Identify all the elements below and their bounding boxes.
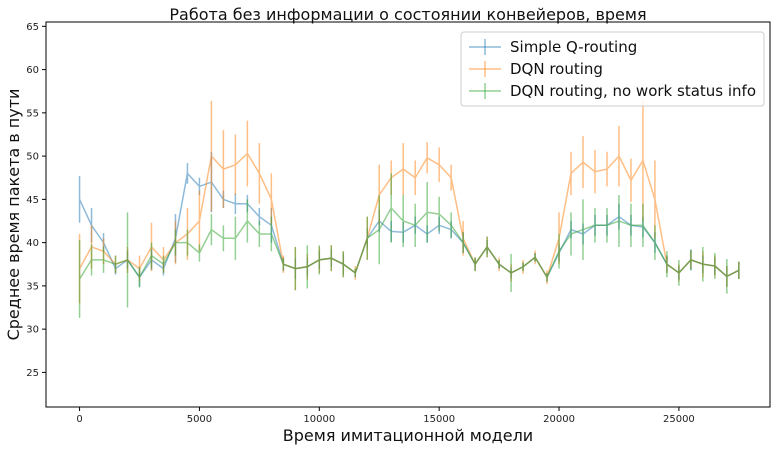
y-tick-label: 45 — [26, 195, 39, 206]
chart-title: Работа без информации о состоянии конвей… — [169, 5, 646, 24]
series-0 — [78, 151, 740, 287]
y-tick-label: 35 — [26, 281, 39, 292]
x-tick-label: 0 — [76, 414, 82, 425]
ticks-layer: 0 5000 10000 15000 20000 25000 25 30 35 40 45 50 55 6… — [26, 22, 695, 425]
series-line — [78, 206, 740, 280]
series-2 — [78, 173, 740, 318]
y-tick-label: 40 — [26, 238, 39, 249]
legend-item-2: DQN routing, no work status info — [469, 82, 756, 100]
legend: Simple Q-routing DQN routing DQN routing, … — [460, 31, 765, 107]
legend-label: DQN routing, no work status info — [510, 82, 756, 100]
legend-label: DQN routing — [510, 60, 603, 78]
legend-box — [460, 31, 765, 107]
y-axis-label: Среднее время пакета в пути — [4, 89, 23, 341]
y-tick-label: 30 — [26, 325, 39, 336]
data-layer — [78, 99, 740, 318]
y-tick-label: 25 — [26, 368, 39, 379]
y-tick-label: 65 — [26, 22, 39, 33]
x-tick-label: 15000 — [423, 414, 455, 425]
x-tick-label: 5000 — [187, 414, 212, 425]
y-tick-label: 60 — [26, 65, 39, 76]
legend-label: Simple Q-routing — [510, 38, 637, 56]
x-tick-label: 25000 — [663, 414, 695, 425]
legend-item-0: Simple Q-routing — [469, 38, 637, 56]
x-tick-label: 10000 — [303, 414, 335, 425]
y-tick-label: 50 — [26, 152, 39, 163]
legend-item-1: DQN routing — [469, 60, 603, 78]
series-1 — [78, 99, 740, 304]
x-tick-label: 20000 — [543, 414, 575, 425]
series-line — [78, 152, 740, 280]
y-tick-label: 55 — [26, 108, 39, 119]
x-axis-label: Время имитационной модели — [283, 426, 533, 445]
plot-frame — [45, 21, 771, 408]
